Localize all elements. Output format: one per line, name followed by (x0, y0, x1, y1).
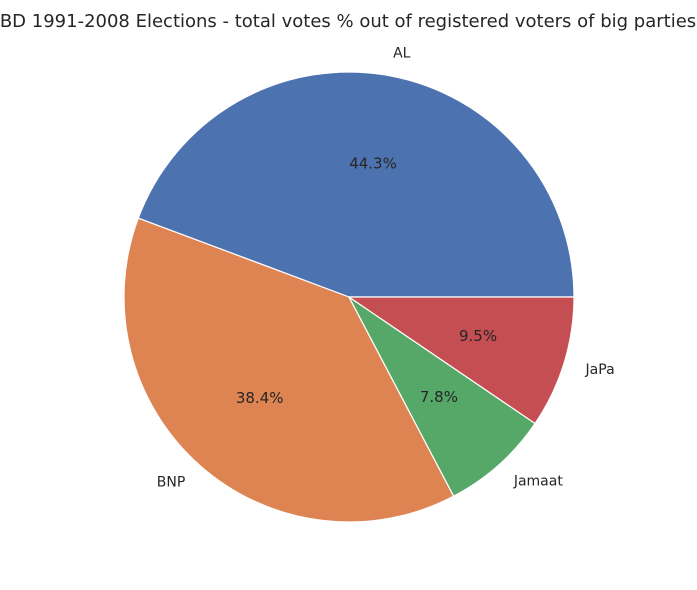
value-label: 9.5% (459, 327, 497, 345)
value-label: 7.8% (420, 388, 458, 406)
pie-slice (348, 296, 536, 497)
slice-label: JaPa (585, 362, 615, 378)
value-label: 44.3% (349, 155, 397, 173)
value-label: 38.4% (236, 389, 284, 407)
slice-label: Jamaat (513, 474, 564, 490)
pie-slice (137, 71, 575, 298)
pie-slice (347, 296, 575, 425)
slice-label: AL (393, 45, 411, 61)
chart-title: BD 1991-2008 Elections - total votes % o… (0, 11, 696, 32)
pie-slice (123, 217, 455, 523)
slice-label: BNP (157, 475, 186, 491)
